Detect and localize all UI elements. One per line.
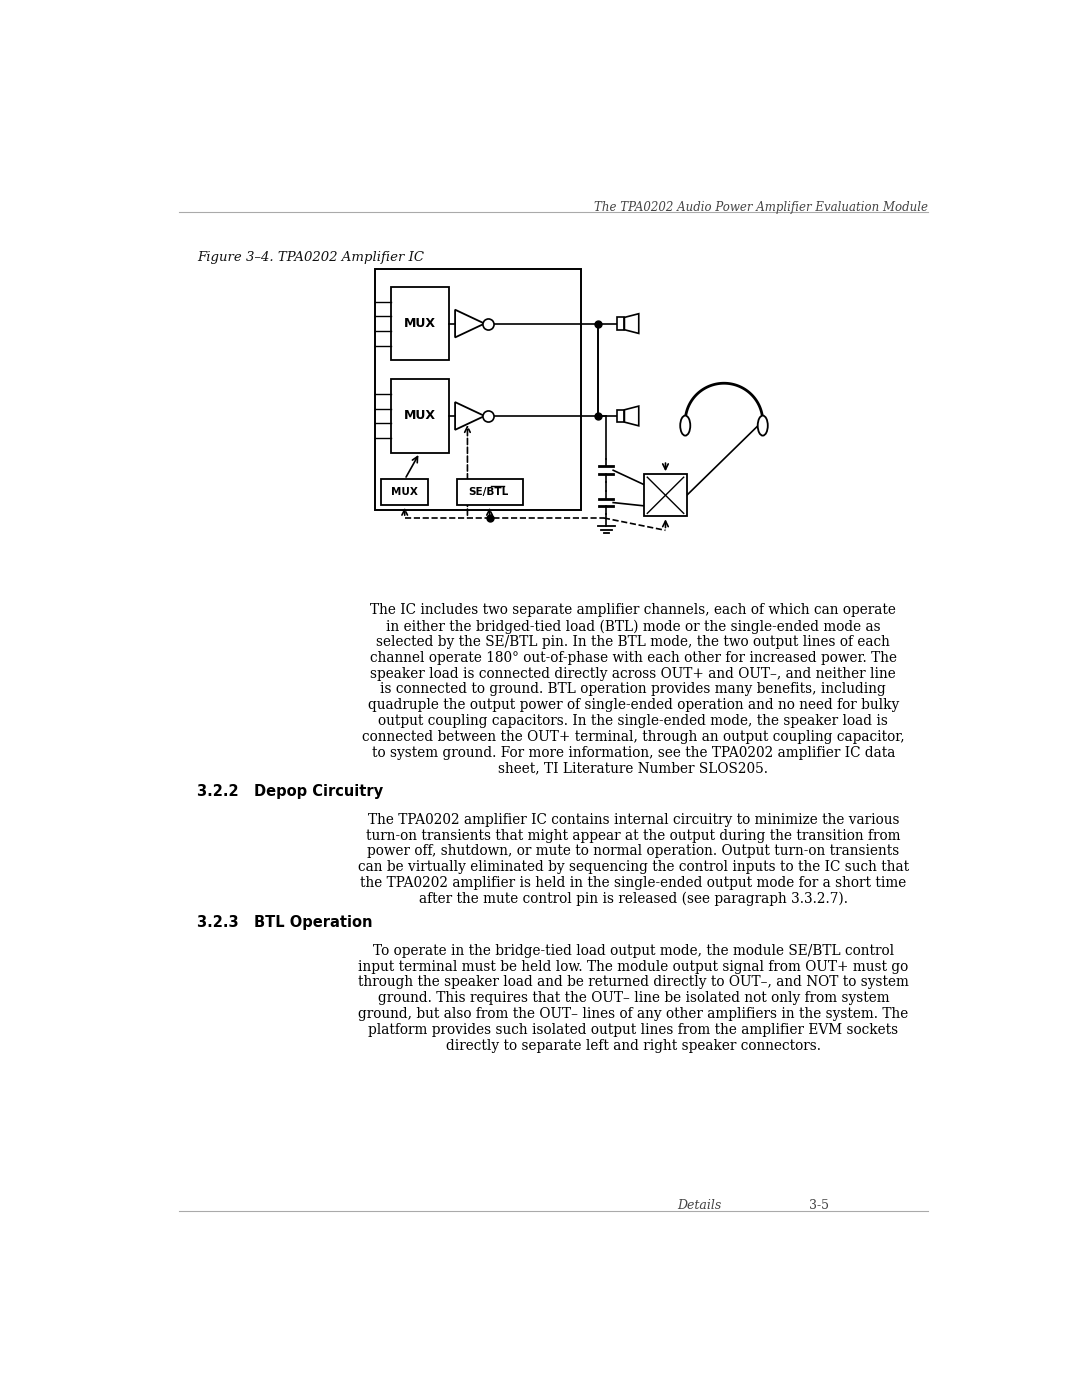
Text: connected between the OUT+ terminal, through an output coupling capacitor,: connected between the OUT+ terminal, thr… bbox=[362, 729, 905, 743]
Text: in either the bridged-tied load (BTL) mode or the single-ended mode as: in either the bridged-tied load (BTL) mo… bbox=[386, 619, 880, 634]
Bar bbox=[618, 317, 624, 330]
Text: power off, shutdown, or mute to normal operation. Output turn-on transients: power off, shutdown, or mute to normal o… bbox=[367, 844, 900, 859]
Text: to system ground. For more information, see the TPA0202 amplifier IC data: to system ground. For more information, … bbox=[372, 746, 895, 760]
Text: can be virtually eliminated by sequencing the control inputs to the IC such that: can be virtually eliminated by sequencin… bbox=[357, 861, 909, 875]
Text: 3.2.2   Depop Circuitry: 3.2.2 Depop Circuitry bbox=[197, 784, 383, 799]
Text: The TPA0202 Audio Power Amplifier Evaluation Module: The TPA0202 Audio Power Amplifier Evalua… bbox=[594, 201, 928, 214]
Text: through the speaker load and be returned directly to OUT–, and ​NOT​ to system: through the speaker load and be returned… bbox=[357, 975, 908, 989]
Text: speaker load is connected directly across OUT+ and OUT–, and neither line: speaker load is connected directly acros… bbox=[370, 666, 896, 680]
Text: The TPA0202 amplifier IC contains internal circuitry to minimize the various: The TPA0202 amplifier IC contains intern… bbox=[367, 813, 899, 827]
Text: platform provides such isolated output lines from the amplifier EVM sockets: platform provides such isolated output l… bbox=[368, 1023, 899, 1037]
Text: is connected to ground. BTL operation provides many benefits, including: is connected to ground. BTL operation pr… bbox=[380, 682, 887, 696]
Text: Details: Details bbox=[677, 1200, 721, 1213]
Text: 3-5: 3-5 bbox=[809, 1200, 829, 1213]
Ellipse shape bbox=[758, 415, 768, 436]
Text: selected by the SE/BTL pin. In the BTL mode, the two output lines of each: selected by the SE/BTL pin. In the BTL m… bbox=[377, 636, 890, 650]
Text: the TPA0202 amplifier is held in the single-ended output mode for a short time: the TPA0202 amplifier is held in the sin… bbox=[361, 876, 906, 890]
Bar bbox=[457, 479, 523, 504]
Text: channel operate 180° out-of-phase with each other for increased power. The: channel operate 180° out-of-phase with e… bbox=[369, 651, 896, 665]
Text: MUX: MUX bbox=[391, 488, 418, 497]
Text: 3.2.3   BTL Operation: 3.2.3 BTL Operation bbox=[197, 915, 373, 929]
Text: ground, but also from the OUT– lines of any other amplifiers in the system. The: ground, but also from the OUT– lines of … bbox=[359, 1007, 908, 1021]
Text: MUX: MUX bbox=[404, 317, 436, 330]
Text: output coupling capacitors. In the single-ended mode, the speaker load is: output coupling capacitors. In the singl… bbox=[378, 714, 888, 728]
Text: SE/BTL: SE/BTL bbox=[468, 488, 508, 497]
Text: input terminal must be held low. The module output signal from OUT+ must go: input terminal must be held low. The mod… bbox=[359, 960, 908, 974]
Text: Figure 3–4. TPA0202 Amplifier IC: Figure 3–4. TPA0202 Amplifier IC bbox=[197, 251, 424, 264]
Bar bbox=[375, 270, 581, 510]
Text: after the mute control pin is released (see paragraph 3.3.2.7).: after the mute control pin is released (… bbox=[419, 891, 848, 907]
Text: sheet, TI Literature Number SLOS205.: sheet, TI Literature Number SLOS205. bbox=[498, 761, 768, 775]
Text: directly to separate left and right speaker connectors.: directly to separate left and right spea… bbox=[446, 1038, 821, 1052]
Bar bbox=[618, 409, 624, 422]
Text: quadruple the output power of single-ended operation and no need for bulky: quadruple the output power of single-end… bbox=[367, 698, 899, 712]
Bar bbox=[391, 380, 449, 453]
Bar bbox=[391, 286, 449, 360]
Text: MUX: MUX bbox=[404, 409, 436, 422]
Text: The IC includes two separate amplifier channels, each of which can operate: The IC includes two separate amplifier c… bbox=[370, 604, 896, 617]
Ellipse shape bbox=[680, 415, 690, 436]
Text: ground. This requires that the OUT– line be isolated not only from system: ground. This requires that the OUT– line… bbox=[378, 990, 889, 1006]
Text: turn-on transients that might appear at the output during the transition from: turn-on transients that might appear at … bbox=[366, 828, 901, 842]
Text: To operate in the bridge-tied load output mode, the module SE/BTL control: To operate in the bridge-tied load outpu… bbox=[373, 944, 894, 958]
Bar bbox=[381, 479, 428, 504]
Bar bbox=[644, 474, 687, 517]
